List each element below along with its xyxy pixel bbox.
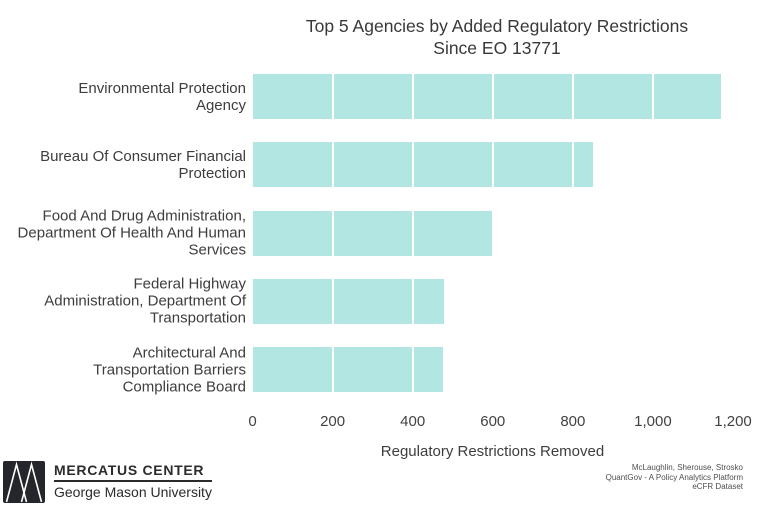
category-label: Environmental Protection Agency [78,79,246,114]
chart-title: Top 5 Agencies by Added Regulatory Restr… [247,15,747,59]
gridline [651,72,654,394]
chart-title-line1: Top 5 Agencies by Added Regulatory Restr… [305,16,689,36]
x-tick-label: 600 [480,413,506,430]
category-label: Federal Highway Administration, Departme… [44,275,246,327]
bar [252,347,443,393]
attribution-authors: McLaughlin, Sherouse, Strosko [631,463,743,472]
gridline [571,72,574,394]
x-tick-label: 1,000 [634,413,672,430]
gridline [491,72,494,394]
x-axis-label: Regulatory Restrictions Removed [380,443,605,460]
mercatus-logo: MERCATUS CENTER George Mason University [3,461,212,503]
attribution-dataset: eCFR Dataset [692,482,743,491]
x-tick-label: 800 [560,413,586,430]
x-tick-label: 0 [248,413,257,430]
attribution-platform: QuantGov - A Policy Analytics Platform [605,472,743,482]
category-label: Food And Drug Administration, Department… [17,207,246,259]
logo-university-name: George Mason University [54,484,212,500]
x-tick-label: 1,200 [714,413,752,430]
bar [252,278,444,324]
gridline [732,72,734,394]
attribution: McLaughlin, Sherouse, Strosko QuantGov -… [606,463,743,492]
mercatus-monogram-icon [3,461,45,503]
gridline [411,72,414,394]
x-tick-label: 200 [320,413,346,430]
gridline [331,72,334,394]
bar [252,74,721,119]
category-label: Architectural And Transportation Barrier… [93,344,246,396]
category-label: Bureau Of Consumer Financial Protection [40,147,246,182]
logo-org-name: MERCATUS CENTER [54,462,212,482]
bar [252,142,593,188]
bar [252,210,492,256]
x-tick-label: 400 [400,413,426,430]
logo-text: MERCATUS CENTER George Mason University [54,461,212,500]
chart-title-line2: Since EO 13771 [433,38,561,58]
